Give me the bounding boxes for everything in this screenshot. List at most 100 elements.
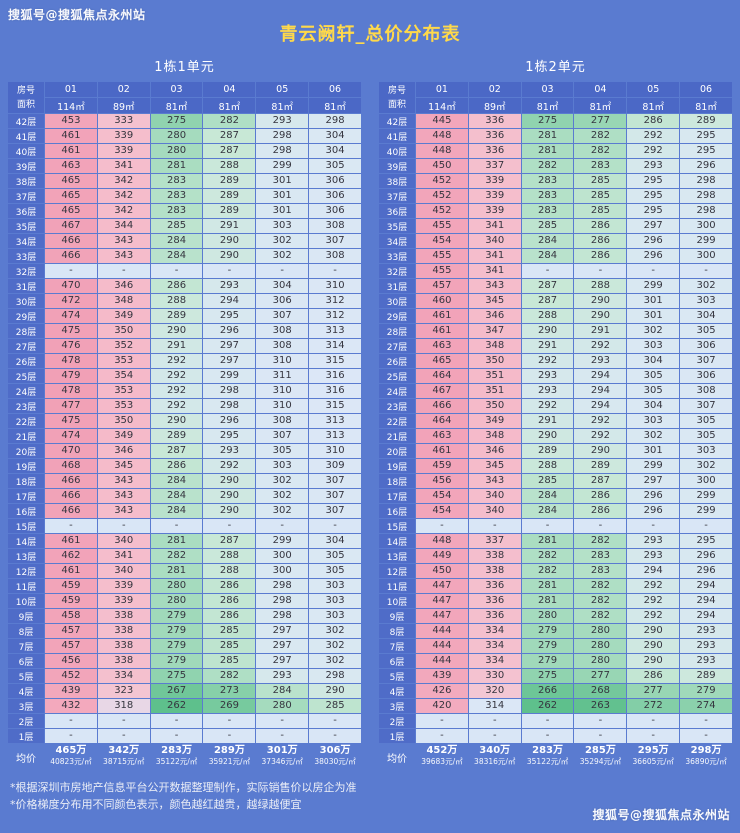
floor-label: 1层: [379, 729, 415, 743]
column-header: 05: [256, 82, 309, 97]
price-cell: 293: [521, 369, 574, 383]
average-cell: 283万 35122元/㎡: [151, 744, 203, 770]
empty-cell: -: [150, 729, 203, 743]
price-cell: 286: [203, 594, 256, 608]
price-cell: 279: [521, 624, 574, 638]
price-cell: 299: [256, 159, 309, 173]
price-cell: 309: [309, 459, 361, 473]
floor-label: 1层: [8, 729, 44, 743]
price-cell: 280: [521, 609, 574, 623]
price-cell: 308: [309, 219, 361, 233]
floor-label: 7层: [8, 639, 44, 653]
price-cell: 282: [574, 594, 627, 608]
price-cell: 452: [416, 204, 468, 218]
price-cell: 456: [416, 474, 468, 488]
area-header: 81㎡: [256, 98, 309, 113]
price-cell: 280: [574, 639, 627, 653]
price-cell: 330: [468, 669, 521, 683]
price-cell: 316: [309, 369, 361, 383]
price-cell: 340: [468, 489, 521, 503]
price-cell: 286: [203, 579, 256, 593]
price-cell: 303: [309, 594, 361, 608]
price-cell: 274: [680, 699, 732, 713]
empty-cell: -: [309, 729, 361, 743]
floor-label: 5层: [8, 669, 44, 683]
price-cell: 314: [468, 699, 521, 713]
price-cell: 341: [468, 249, 521, 263]
table-row: 40层 461 339 280 287 298 304: [8, 144, 361, 158]
price-cell: 294: [680, 609, 732, 623]
price-cell: 286: [627, 114, 680, 128]
column-header: 06: [680, 82, 732, 97]
price-cell: 281: [150, 534, 203, 548]
price-cell: 348: [97, 294, 150, 308]
price-cell: 294: [680, 579, 732, 593]
table-row: 23层 466 350 292 294 304 307: [379, 399, 732, 413]
avg-total: 283万: [532, 745, 563, 756]
price-cell: 349: [97, 429, 150, 443]
price-cell: 479: [45, 369, 97, 383]
empty-cell: -: [203, 729, 256, 743]
average-label: 均价: [16, 753, 36, 765]
floor-label: 34层: [379, 234, 415, 248]
price-cell: 461: [416, 444, 468, 458]
table-row: 10层 459 339 280 286 298 303: [8, 594, 361, 608]
floor-label: 18层: [8, 474, 44, 488]
price-cell: 292: [627, 129, 680, 143]
price-cell: 298: [256, 579, 309, 593]
price-cell: 464: [416, 369, 468, 383]
table-row: 10层 447 336 281 282 292 294: [379, 594, 732, 608]
price-cell: 293: [627, 159, 680, 173]
table-row: 33层 455 341 284 286 296 300: [379, 249, 732, 263]
column-header: 04: [574, 82, 627, 97]
empty-cell: -: [256, 264, 309, 278]
price-cell: 304: [309, 534, 361, 548]
price-cell: 285: [203, 624, 256, 638]
price-cell: 302: [680, 279, 732, 293]
price-cell: 447: [416, 594, 468, 608]
price-cell: 455: [416, 249, 468, 263]
price-cell: 293: [627, 534, 680, 548]
floor-label: 35层: [8, 219, 44, 233]
price-cell: 345: [468, 459, 521, 473]
column-header: 05: [627, 82, 680, 97]
price-cell: 339: [468, 189, 521, 203]
avg-unit-price: 40823元/㎡: [50, 757, 92, 766]
price-cell: 306: [680, 369, 732, 383]
price-cell: 445: [416, 114, 468, 128]
table-row: 38层 465 342 283 289 301 306: [8, 174, 361, 188]
price-cell: 466: [45, 234, 97, 248]
price-cell: 284: [150, 234, 203, 248]
table-row: 14层 448 337 281 282 293 295: [379, 534, 732, 548]
price-cell: 466: [416, 399, 468, 413]
area-header: 114㎡: [45, 98, 97, 113]
price-cell: 457: [416, 279, 468, 293]
price-cell: 301: [627, 294, 680, 308]
price-cell: 308: [256, 414, 309, 428]
price-cell: 313: [309, 414, 361, 428]
table-row: 38层 452 339 283 285 295 298: [379, 174, 732, 188]
price-cell: 465: [416, 354, 468, 368]
price-cell: 302: [256, 489, 309, 503]
footnote-source: *根据深圳市房地产信息平台公开数据整理制作，实际销售价以房企为准: [10, 781, 357, 794]
price-cell: 292: [627, 579, 680, 593]
price-cell: 289: [150, 309, 203, 323]
price-cell: 293: [680, 654, 732, 668]
price-cell: 449: [416, 549, 468, 563]
price-cell: 315: [309, 399, 361, 413]
price-cell: 286: [150, 279, 203, 293]
price-cell: 281: [521, 534, 574, 548]
price-cell: 452: [416, 174, 468, 188]
avg-total: 295万: [637, 745, 669, 756]
floor-label: 13层: [8, 549, 44, 563]
avg-total: 306万: [319, 745, 351, 756]
avg-unit-price: 37346元/㎡: [261, 757, 303, 766]
column-header: 01: [416, 82, 468, 97]
price-cell: 448: [416, 534, 468, 548]
price-cell: 454: [416, 489, 468, 503]
avg-unit-price: 39683元/㎡: [421, 757, 463, 766]
floor-label: 9层: [8, 609, 44, 623]
table-row: 18层 466 343 284 290 302 307: [8, 474, 361, 488]
price-cell: 346: [97, 279, 150, 293]
average-cell: 289万 35921元/㎡: [203, 744, 255, 770]
